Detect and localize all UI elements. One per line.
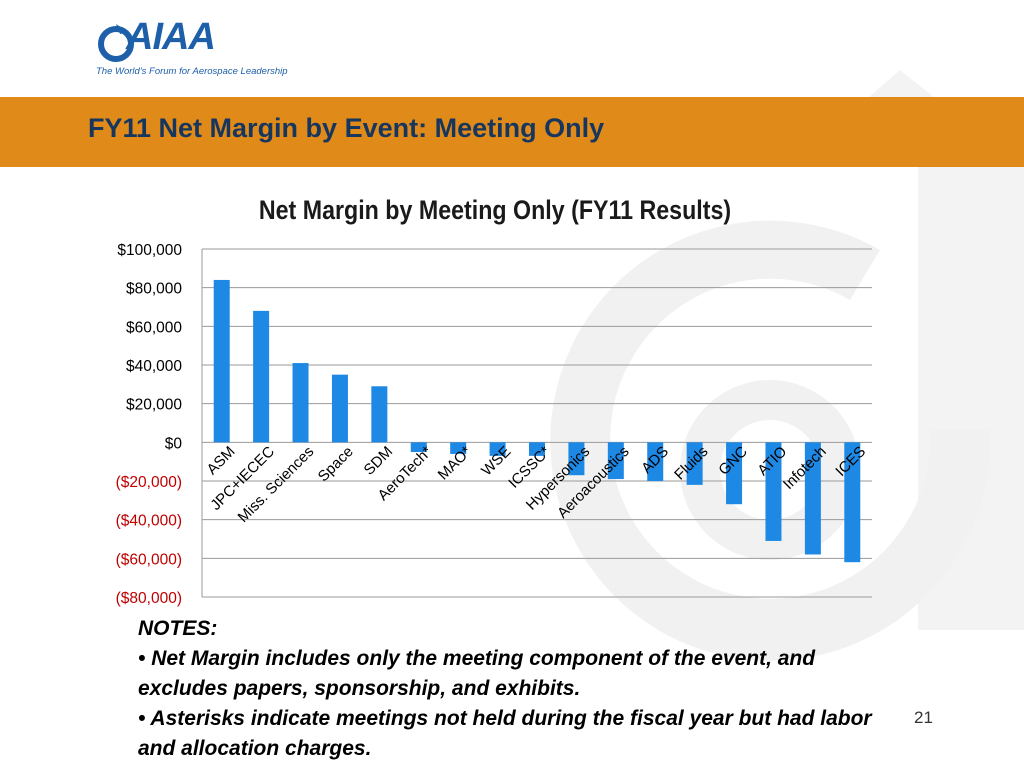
bar [607, 442, 624, 480]
x-tick-label: WSE [478, 443, 514, 479]
note-text: Net Margin includes only the meeting com… [138, 647, 816, 700]
y-tick-label: $40,000 [126, 358, 182, 375]
bar [844, 442, 861, 563]
bar [568, 442, 585, 476]
title-banner: FY11 Net Margin by Event: Meeting Only [0, 97, 1024, 167]
bar [647, 442, 664, 481]
y-tick-label: $100,000 [117, 242, 182, 259]
y-tick-label: ($40,000) [116, 513, 182, 530]
y-tick-label: ($60,000) [116, 551, 182, 568]
y-tick-label: $20,000 [126, 397, 182, 414]
bar [804, 442, 821, 555]
chart-gridlines [201, 248, 872, 598]
x-tick-label: SDM [361, 443, 397, 479]
aiaa-swirl-icon [98, 24, 134, 62]
bar [450, 442, 467, 454]
y-tick-label: $80,000 [126, 281, 182, 298]
bar [213, 279, 230, 443]
y-tick-label: ($80,000) [116, 590, 182, 607]
bar [686, 442, 703, 485]
note-text: Asterisks indicate meetings not held dur… [138, 707, 872, 760]
bar [253, 310, 270, 443]
bar [726, 442, 743, 505]
x-tick-label: Infotech [780, 443, 830, 493]
x-tick-label: ADS [638, 443, 672, 477]
notes-heading: NOTES: [138, 617, 218, 640]
x-tick-label: ASM [204, 443, 239, 478]
bar [529, 442, 545, 456]
logo-text: AIAA [126, 16, 216, 58]
note-item: • Net Margin includes only the meeting c… [138, 647, 816, 700]
logo-tagline: The World's Forum for Aerospace Leadersh… [96, 66, 288, 77]
notes-section: NOTES: • Net Margin includes only the me… [138, 614, 878, 764]
page-number: 21 [914, 708, 933, 727]
bar [331, 374, 348, 443]
bar [410, 442, 427, 452]
bar [371, 386, 388, 443]
bar [489, 442, 506, 456]
note-item: • Asterisks indicate meetings not held d… [138, 707, 872, 760]
aiaa-logo: AIAA The World's Forum for Aerospace Lea… [96, 16, 288, 82]
chart-bars [213, 279, 861, 563]
y-tick-label: $0 [165, 435, 183, 452]
chart-y-axis: $100,000 $80,000 $60,000 $40,000 $20,000 $0 ($… [116, 242, 183, 607]
y-tick-label: $60,000 [126, 319, 182, 336]
bar [292, 363, 309, 443]
x-tick-label: Space [315, 443, 357, 485]
bar [765, 442, 782, 541]
y-tick-label: ($20,000) [116, 474, 182, 491]
page-title: FY11 Net Margin by Event: Meeting Only [88, 113, 605, 143]
chart-title: Net Margin by Meeting Only (FY11 Results… [258, 195, 732, 225]
